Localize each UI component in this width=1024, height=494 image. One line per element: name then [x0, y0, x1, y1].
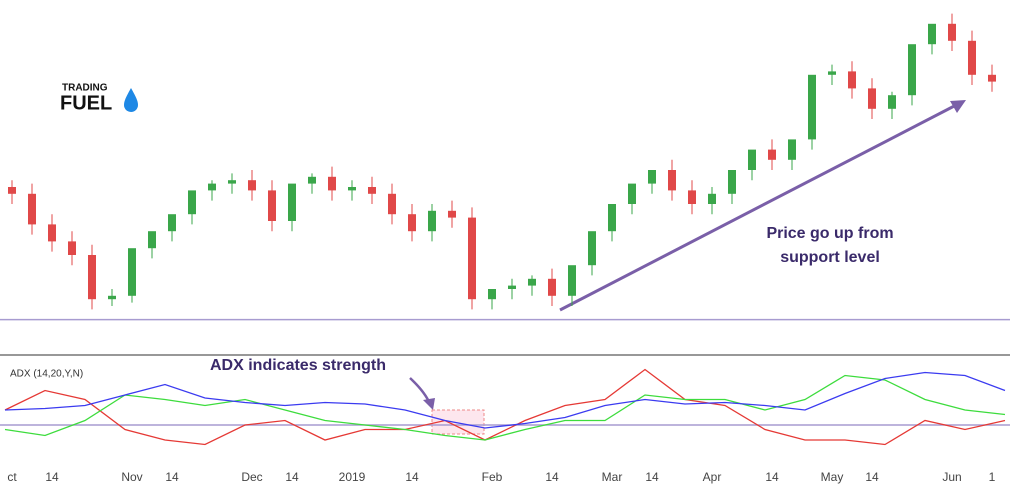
candle-body	[708, 193, 716, 204]
logo-top: TRADING	[62, 83, 108, 94]
candle-body	[468, 217, 476, 300]
candle-body	[388, 193, 396, 215]
x-tick-label: ct	[7, 470, 17, 484]
candle-body	[288, 183, 296, 221]
candle-body	[328, 176, 336, 191]
trend-arrow-head	[950, 100, 966, 113]
x-tick-label: 14	[765, 470, 779, 484]
logo: TRADING FUEL	[60, 83, 138, 114]
logo-bottom: FUEL	[60, 92, 112, 114]
candle-body	[768, 149, 776, 160]
price-annotation: support level	[780, 249, 880, 266]
candle-body	[408, 214, 416, 232]
trend-arrow	[559, 100, 963, 312]
candle-body	[928, 23, 936, 45]
candle-body	[8, 187, 16, 194]
candle-body	[208, 183, 216, 191]
price-annotation: Price go up from	[766, 225, 893, 242]
candle-body	[728, 170, 736, 194]
candle-body	[588, 231, 596, 266]
candle-body	[148, 231, 156, 249]
x-tick-label: May	[821, 470, 844, 484]
x-tick-label: Apr	[703, 470, 722, 484]
candle-body	[828, 71, 836, 75]
candle-body	[268, 190, 276, 221]
candle-body	[48, 224, 56, 242]
candle-body	[868, 88, 876, 109]
candle-body	[508, 285, 516, 289]
candle-body	[248, 180, 256, 191]
adx-line	[4, 371, 1006, 429]
x-tick-label: 14	[45, 470, 59, 484]
candle-body	[308, 176, 316, 184]
x-tick-label: 2019	[339, 470, 366, 484]
candle-body	[548, 278, 556, 296]
candle-body	[568, 265, 576, 296]
candle-body	[628, 183, 636, 204]
adx-line	[4, 368, 1006, 446]
candle-body	[368, 187, 376, 194]
adx-annotation: ADX indicates strength	[210, 357, 386, 374]
candle-body	[748, 149, 756, 170]
x-tick-label: 14	[545, 470, 559, 484]
x-tick-label: Dec	[241, 470, 262, 484]
candle-body	[28, 193, 36, 225]
candle-body	[528, 278, 536, 286]
candle-body	[848, 71, 856, 89]
adx-line	[4, 374, 1006, 441]
x-tick-label: 14	[645, 470, 659, 484]
candle-body	[788, 139, 796, 160]
x-tick-label: 14	[865, 470, 879, 484]
x-tick-label: 14	[405, 470, 419, 484]
candle-body	[128, 248, 136, 296]
candle-body	[968, 40, 976, 75]
candle-body	[688, 190, 696, 204]
indicator-label: ADX (14,20,Y,N)	[10, 369, 83, 380]
candle-body	[488, 289, 496, 300]
x-tick-label: Nov	[121, 470, 142, 484]
candle-body	[668, 170, 676, 191]
candle-body	[808, 74, 816, 140]
x-tick-label: Feb	[482, 470, 503, 484]
candle-body	[188, 190, 196, 215]
candle-body	[948, 23, 956, 41]
candle-body	[108, 295, 116, 300]
x-tick-label: Jun	[942, 470, 961, 484]
candle-body	[88, 255, 96, 300]
candle-body	[448, 210, 456, 218]
candle-body	[68, 241, 76, 255]
x-tick-label: 1	[989, 470, 996, 484]
candle-body	[908, 44, 916, 96]
candle-body	[428, 210, 436, 232]
x-tick-label: Mar	[602, 470, 623, 484]
candle-body	[888, 95, 896, 109]
candle-body	[168, 214, 176, 232]
candle-body	[608, 204, 616, 232]
candle-body	[988, 74, 996, 82]
x-tick-label: 14	[285, 470, 299, 484]
candle-body	[228, 180, 236, 184]
candle-body	[648, 170, 656, 184]
x-tick-label: 14	[165, 470, 179, 484]
logo-drop	[124, 88, 138, 112]
adx-arrow-head	[423, 398, 435, 410]
candle-body	[348, 187, 356, 191]
